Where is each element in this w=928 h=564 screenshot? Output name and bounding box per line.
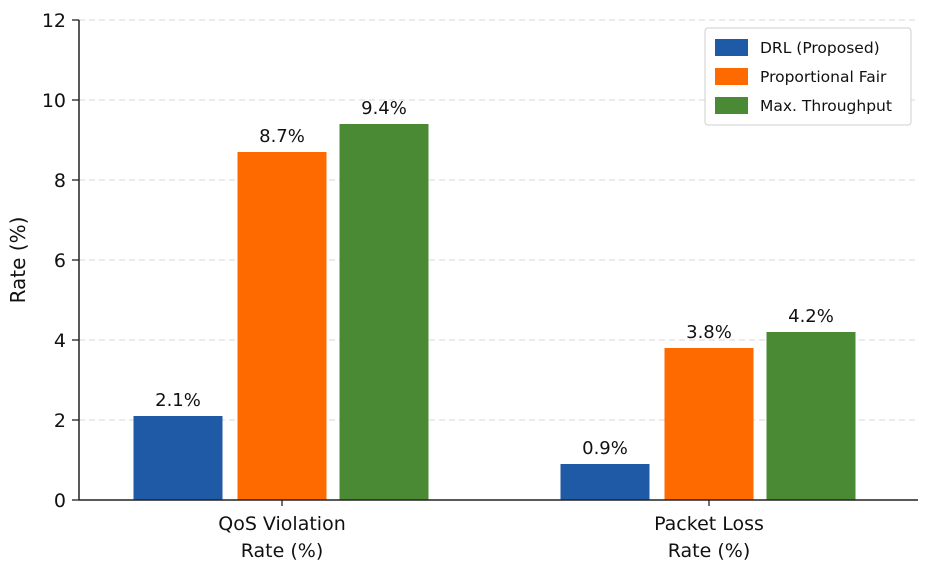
bar [133, 416, 223, 500]
y-tick-label: 12 [42, 10, 66, 32]
y-tick-label: 8 [54, 170, 66, 192]
legend-swatch [715, 68, 748, 85]
bar-value-label: 0.9% [582, 438, 628, 459]
bar-value-label: 4.2% [788, 306, 834, 327]
axes: 0 2 4 6 8 10 12 QoS Violation Rate (%) Packet Los… [42, 10, 918, 562]
x-tick-label: QoS Violation Rate (%) [218, 513, 345, 562]
bar-value-label: 9.4% [361, 98, 407, 119]
data-labels: 2.1% 0.9% 8.7% 3.8% 9.4% 4.2% [155, 98, 834, 459]
y-tick-label: 6 [54, 250, 66, 272]
legend-swatch [715, 39, 748, 56]
bar [339, 124, 429, 500]
bar [766, 332, 856, 500]
y-tick-label: 10 [42, 90, 66, 112]
bar-value-label: 3.8% [686, 322, 732, 343]
bar [560, 464, 650, 500]
bar [664, 348, 754, 500]
y-axis-label: Rate (%) [6, 217, 30, 304]
bar-value-label: 2.1% [155, 390, 201, 411]
y-tick-label: 4 [54, 330, 66, 352]
bar [237, 152, 327, 500]
legend-swatch [715, 97, 748, 114]
y-tick-label: 0 [54, 490, 66, 512]
y-tick-label: 2 [54, 410, 66, 432]
x-tick-label: Packet Loss Rate (%) [654, 513, 764, 562]
bars [133, 124, 856, 500]
legend-label: Proportional Fair [760, 68, 887, 86]
legend-label: Max. Throughput [760, 97, 892, 115]
bar-value-label: 8.7% [259, 126, 305, 147]
legend: DRL (Proposed) Proportional Fair Max. Thro… [704, 27, 912, 126]
legend-box [704, 27, 912, 126]
legend-label: DRL (Proposed) [760, 39, 880, 57]
